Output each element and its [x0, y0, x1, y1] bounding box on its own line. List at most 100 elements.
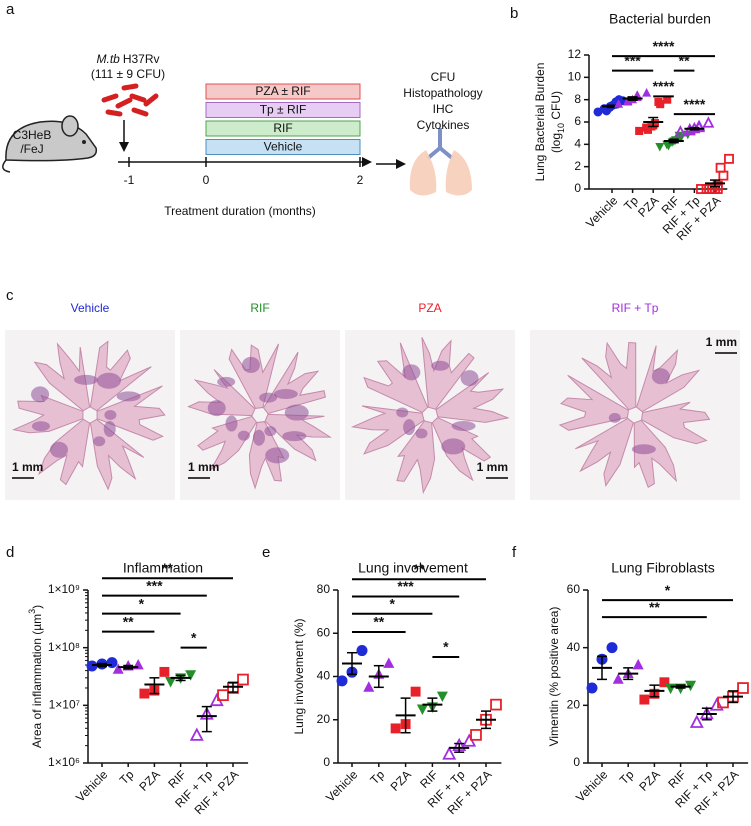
lungs-icon — [409, 128, 472, 196]
error-bar — [481, 710, 491, 730]
significance-label: *** — [146, 577, 163, 593]
lesion — [74, 374, 99, 385]
lesion — [225, 415, 238, 432]
scale-bar-label: 1 mm — [188, 460, 219, 474]
lesion — [651, 368, 670, 385]
lesion — [217, 376, 236, 387]
x-tick-label: PZA — [635, 193, 661, 219]
y-axis-label-part: 3 — [27, 609, 37, 614]
significance-label: * — [191, 629, 197, 645]
y-axis-label-part: Lung Bacterial Burden — [533, 63, 547, 182]
lung-lobe — [435, 372, 510, 423]
error-bar — [627, 96, 638, 101]
infection-strain: M.tb H37Rv — [96, 52, 159, 66]
lesion — [451, 421, 476, 432]
data-point — [165, 677, 177, 688]
data-point — [689, 714, 704, 728]
lesion — [273, 388, 298, 399]
error-bar — [648, 116, 659, 128]
significance-label: **** — [653, 38, 675, 54]
data-point — [356, 645, 368, 657]
data-point — [112, 663, 124, 674]
data-point — [442, 746, 457, 760]
lung-lobe — [633, 419, 678, 489]
x-tick-label: Vehicle — [583, 193, 620, 230]
lesion — [31, 421, 50, 432]
treatment-label: Tp ± RIF — [260, 103, 307, 117]
chart-title: Bacterial burden — [609, 11, 711, 27]
data-point — [650, 119, 659, 128]
significance-label: ** — [649, 599, 660, 615]
significance-label: * — [389, 595, 395, 611]
lesion — [403, 419, 416, 436]
data-point — [106, 657, 118, 669]
data-point — [724, 153, 734, 164]
data-point — [659, 677, 670, 688]
readout-label: Cytokines — [417, 118, 470, 132]
panel-label: d — [6, 544, 14, 561]
data-point — [709, 697, 724, 711]
lesion — [31, 386, 50, 403]
y-tick-label: 6 — [574, 114, 581, 128]
significance-label: * — [139, 595, 145, 611]
lesion — [252, 429, 265, 446]
chart-title: Lung Fibroblasts — [611, 560, 715, 576]
lesion — [608, 412, 621, 423]
significance-label: **** — [653, 78, 675, 94]
lung-lobe — [640, 401, 711, 445]
y-axis-label-part: (log — [549, 133, 563, 153]
treatment-label: RIF — [273, 121, 292, 135]
error-bar — [149, 677, 160, 695]
data-point — [674, 125, 687, 137]
y-axis-label: Lung Bacterial Burden — [533, 63, 547, 182]
y-axis-label-part: ) — [30, 605, 44, 609]
error-bar — [400, 697, 411, 734]
y-axis-label: Area of inflammation (µm3) — [27, 605, 44, 748]
arrow-head — [119, 142, 129, 152]
y-tick-label: 20 — [317, 712, 331, 726]
data-point — [586, 682, 598, 694]
significance-label: * — [443, 639, 449, 655]
y-tick-label: 4 — [574, 137, 581, 151]
error-bar — [123, 664, 134, 670]
arrow-head — [396, 159, 406, 169]
treatment-label: Vehicle — [264, 140, 303, 154]
y-tick-label: 12 — [568, 47, 582, 61]
data-point — [642, 88, 652, 97]
data-point — [189, 727, 204, 741]
significance-label: ** — [162, 560, 173, 576]
data-point — [702, 116, 715, 128]
x-tick-label: PZA — [388, 767, 414, 793]
lesion — [441, 438, 466, 455]
error-bar — [701, 707, 712, 721]
timepoint-label: 0 — [203, 173, 210, 187]
data-point — [86, 660, 98, 672]
y-tick-label: 1×10⁸ — [48, 640, 80, 654]
y-axis-label-part: Vimentin (% positive area) — [547, 607, 561, 747]
y-tick-label: 10 — [568, 70, 582, 84]
lesion — [402, 364, 421, 381]
lung-lobe — [89, 418, 145, 491]
lesion — [207, 400, 226, 417]
x-tick-label: Vehicle — [73, 767, 110, 804]
error-bar — [728, 690, 738, 704]
lung-lobe — [228, 343, 280, 409]
data-point — [715, 162, 726, 173]
error-bar — [668, 138, 679, 144]
scale-bar-label: 1 mm — [477, 460, 508, 474]
error-bar — [427, 697, 438, 712]
lesion — [431, 360, 450, 371]
timepoint-label: 2 — [357, 173, 364, 187]
x-tick-label: Vehicle — [573, 767, 610, 804]
y-tick-label: 40 — [567, 640, 581, 654]
lesion — [259, 392, 278, 403]
treatment-box — [205, 139, 361, 155]
y-tick-label: 1×10⁶ — [48, 755, 80, 769]
lung-lobe — [581, 341, 637, 411]
y-tick-label: 20 — [567, 698, 581, 712]
data-point — [410, 686, 421, 697]
data-point — [416, 704, 428, 715]
data-point — [612, 673, 624, 684]
data-point — [606, 642, 618, 654]
